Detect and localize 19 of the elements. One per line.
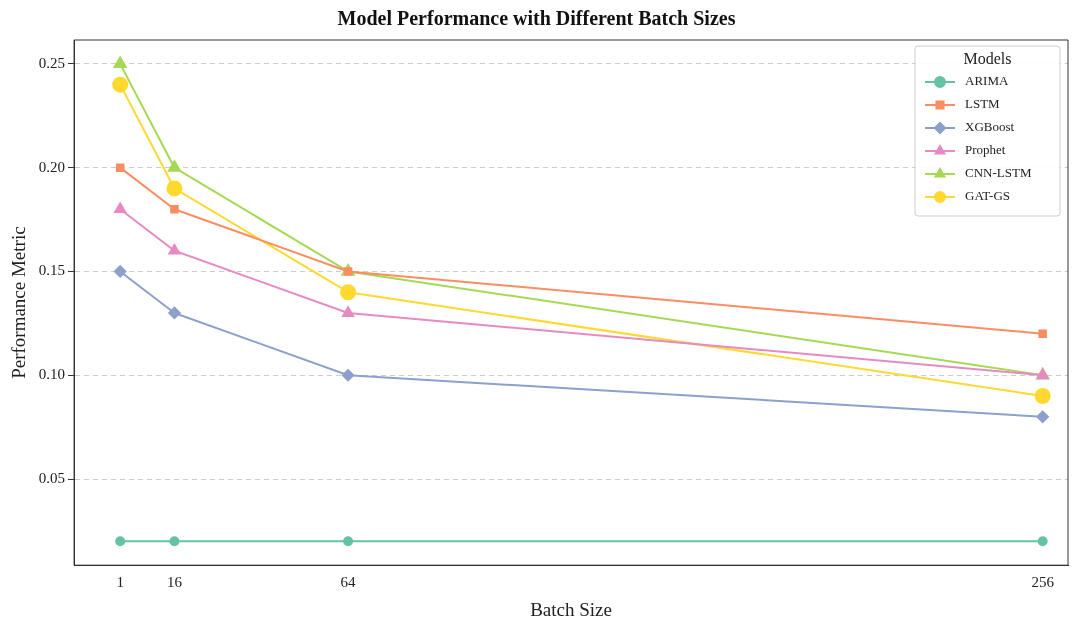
legend-label: Prophet [965, 142, 1006, 158]
y-tick-label: 0.05 [38, 469, 66, 486]
legend-label: LSTM [965, 96, 1001, 112]
legend-label: ARIMA [965, 73, 1009, 89]
x-tick-label: 16 [166, 574, 183, 591]
y-tick-label: 0.20 [38, 158, 66, 175]
x-tick-label: 64 [340, 574, 357, 591]
x-axis-title: Batch Size [530, 598, 612, 620]
y-tick-label: 0.25 [38, 54, 66, 71]
y-tick-label: 0.10 [38, 366, 66, 383]
legend-title: Models [963, 50, 1012, 68]
x-tick-label: 1 [116, 574, 124, 591]
legend-label: XGBoost [965, 119, 1015, 135]
y-axis-title: Performance Metric [8, 226, 30, 379]
y-tick-label: 0.15 [38, 262, 66, 279]
legend-label: CNN-LSTM [965, 165, 1032, 181]
chart-title: Model Performance with Different Batch Sizes [337, 7, 736, 30]
x-tick-label: 256 [1031, 574, 1055, 591]
legend-label: GAT-GS [965, 188, 1011, 204]
